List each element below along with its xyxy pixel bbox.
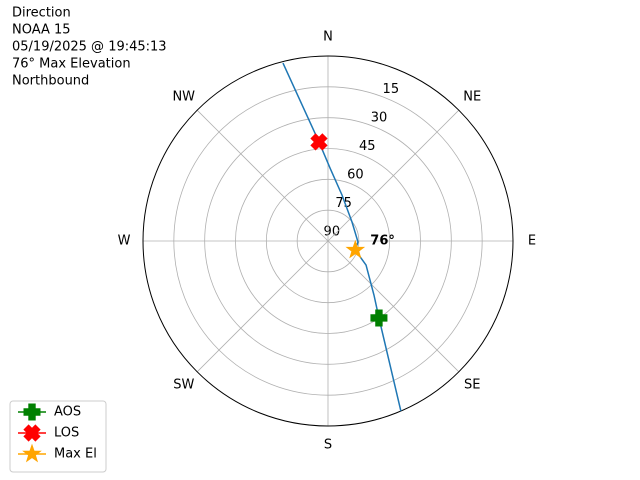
x-tick-label: NW bbox=[172, 89, 195, 104]
grid-spoke bbox=[327, 109, 460, 242]
polar-frame bbox=[142, 55, 514, 427]
y-tick-label: 45 bbox=[359, 139, 376, 154]
legend-marker bbox=[23, 424, 41, 442]
y-tick-label: 30 bbox=[371, 110, 388, 125]
marker bbox=[310, 133, 328, 151]
x-tick-label: SE bbox=[464, 378, 480, 393]
value-label: 76° bbox=[370, 234, 395, 249]
legend-label: Max El bbox=[54, 447, 97, 462]
grid-spoke bbox=[327, 240, 460, 373]
x-tick-label: W bbox=[118, 234, 131, 249]
legend-label: AOS bbox=[54, 405, 81, 420]
x-tick-label: S bbox=[324, 438, 332, 453]
title-line: NOAA 15 bbox=[12, 23, 71, 38]
title-line: 76° Max Elevation bbox=[12, 57, 131, 72]
marker bbox=[370, 309, 388, 327]
grid-spoke bbox=[196, 109, 329, 242]
x-tick-label: NE bbox=[463, 89, 481, 104]
marker bbox=[345, 239, 366, 259]
y-tick-label: 60 bbox=[347, 167, 364, 182]
y-tick-label: 15 bbox=[383, 82, 400, 97]
y-tick-label: 75 bbox=[335, 196, 352, 211]
x-tick-label: E bbox=[528, 234, 536, 249]
x-tick-label: N bbox=[323, 30, 333, 45]
track-line bbox=[282, 62, 402, 412]
title-line: Direction bbox=[12, 6, 71, 21]
grid-spoke bbox=[196, 240, 329, 373]
legend-label: LOS bbox=[54, 426, 79, 441]
x-tick-label: SW bbox=[173, 378, 194, 393]
legend-marker bbox=[22, 443, 42, 463]
title-line: Northbound bbox=[12, 74, 89, 89]
legend-marker bbox=[23, 403, 41, 421]
title-line: 05/19/2025 @ 19:45:13 bbox=[12, 40, 167, 55]
